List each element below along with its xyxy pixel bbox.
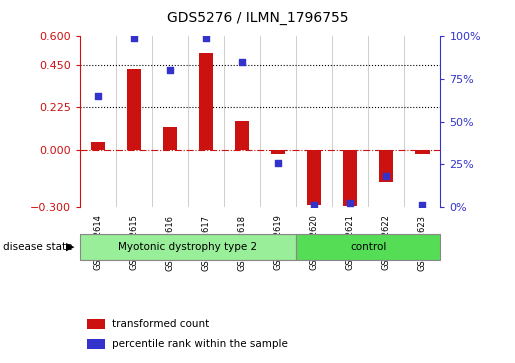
Point	[130, 35, 138, 41]
Bar	[296, 234, 440, 260]
Bar	[127, 69, 141, 150]
Text: percentile rank within the sample: percentile rank within the sample	[112, 339, 288, 349]
Point	[346, 201, 354, 207]
Point	[310, 202, 318, 208]
Bar	[415, 150, 430, 154]
Point	[166, 68, 174, 73]
Bar	[235, 121, 249, 150]
Point	[94, 93, 102, 99]
Bar	[87, 319, 105, 329]
Bar	[271, 150, 285, 154]
Text: ▶: ▶	[66, 242, 75, 252]
Bar	[163, 127, 177, 150]
Bar	[199, 53, 213, 150]
Point	[202, 35, 210, 41]
Text: transformed count: transformed count	[112, 319, 210, 329]
Text: disease state: disease state	[3, 242, 72, 252]
Bar	[379, 150, 393, 182]
Bar	[307, 150, 321, 205]
Text: control: control	[350, 242, 386, 252]
Bar	[80, 234, 296, 260]
Text: GDS5276 / ILMN_1796755: GDS5276 / ILMN_1796755	[167, 11, 348, 25]
Bar	[343, 150, 357, 206]
Bar	[87, 339, 105, 349]
Point	[418, 202, 426, 208]
Point	[274, 160, 282, 166]
Point	[382, 173, 390, 179]
Bar	[91, 142, 105, 150]
Text: Myotonic dystrophy type 2: Myotonic dystrophy type 2	[118, 242, 258, 252]
Point	[238, 59, 246, 65]
